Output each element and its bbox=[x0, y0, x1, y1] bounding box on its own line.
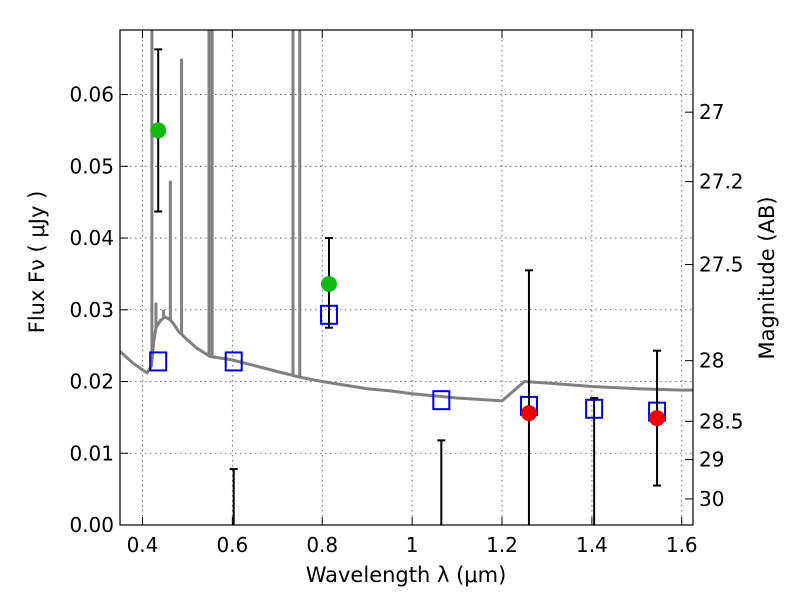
y-tick-label: 0.01 bbox=[69, 441, 114, 465]
x-axis-label: Wavelength λ (μm) bbox=[306, 563, 507, 587]
detection-point bbox=[150, 122, 167, 139]
x-tick-label: 0.8 bbox=[306, 533, 338, 557]
mag-tick-label: 28.5 bbox=[699, 409, 744, 433]
y-axis-label-right: Magnitude (AB) bbox=[755, 196, 779, 359]
mag-tick-label: 27.5 bbox=[699, 253, 744, 277]
model-photometry-square bbox=[224, 351, 243, 372]
mag-tick-label: 27.2 bbox=[699, 170, 744, 194]
nondetection-point bbox=[649, 410, 666, 427]
model-photometry-square bbox=[149, 351, 168, 372]
nondetection-point bbox=[520, 405, 537, 422]
y-tick-label: 0.04 bbox=[69, 226, 114, 250]
y-tick-label: 0.06 bbox=[69, 83, 114, 107]
mag-tick-label: 28 bbox=[699, 349, 724, 373]
mag-tick-label: 29 bbox=[699, 448, 724, 472]
x-tick-label: 1.4 bbox=[576, 533, 608, 557]
x-tick-label: 0.4 bbox=[127, 533, 159, 557]
plot-data bbox=[120, 30, 693, 403]
x-tick-label: 1 bbox=[406, 533, 419, 557]
mag-tick-label: 30 bbox=[699, 487, 724, 511]
detection-point bbox=[320, 275, 337, 292]
x-tick-label: 1.6 bbox=[666, 533, 698, 557]
data-points bbox=[149, 48, 667, 525]
axes: 0.4 0.6 0.8 1 1.2 1.4 1.6 0.00 0.01 0.02 0.03 0.04 0… bbox=[69, 30, 744, 557]
y-axis-label-left: Flux Fν ( μJy ) bbox=[25, 191, 49, 334]
sed-continuum-line bbox=[120, 315, 693, 403]
grid-lines bbox=[120, 30, 693, 526]
y-tick-label: 0.03 bbox=[69, 298, 114, 322]
y-tick-label: 0.02 bbox=[69, 370, 114, 394]
y-tick-label: 0.00 bbox=[69, 513, 114, 537]
plot-frame bbox=[119, 29, 694, 526]
y-tick-label: 0.05 bbox=[69, 154, 114, 178]
model-photometry-square bbox=[432, 390, 451, 411]
x-tick-label: 1.2 bbox=[486, 533, 518, 557]
x-tick-label: 0.6 bbox=[216, 533, 248, 557]
mag-tick-label: 27 bbox=[699, 100, 724, 124]
